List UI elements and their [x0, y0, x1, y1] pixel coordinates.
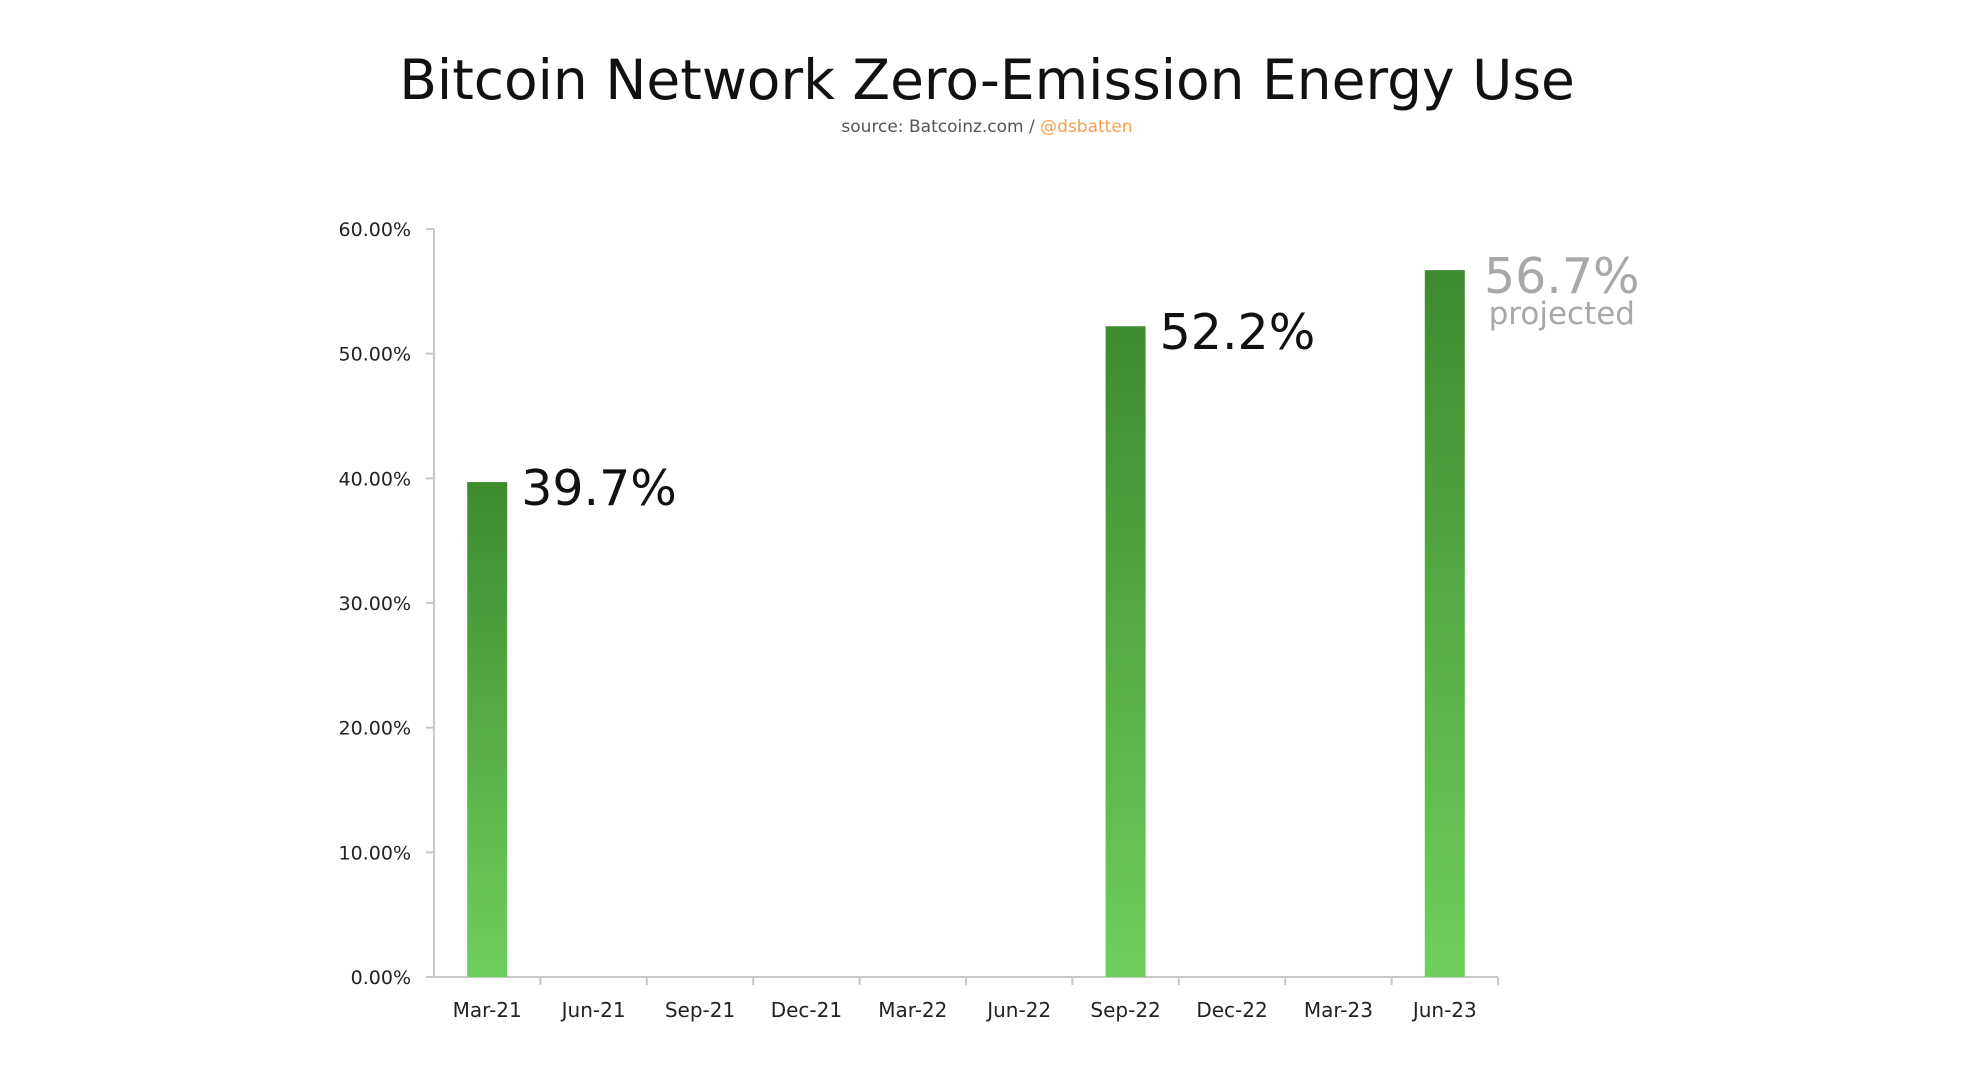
data-labels: 39.7% 52.2% 56.7%projected	[521, 248, 1639, 517]
x-tick-label: Mar-23	[1304, 998, 1373, 1022]
y-tick-label: 0.00%	[351, 967, 411, 989]
chart-source: source: Batcoinz.com / @dsbatten	[0, 117, 1974, 137]
x-tick-label: Dec-22	[1196, 998, 1267, 1022]
y-tick-label: 30.00%	[339, 593, 411, 615]
bar-Jun-23	[1424, 270, 1465, 977]
axes: 0.00% 10.00% 20.00% 30.00% 40.00% 50.00% 60.00…	[339, 219, 1499, 1022]
source-text: source: Batcoinz.com /	[841, 117, 1041, 137]
data-label: 52.2%	[1160, 304, 1316, 361]
x-tick-label: Jun-22	[985, 998, 1051, 1022]
y-tick-label: 20.00%	[339, 718, 411, 740]
data-label: 56.7%	[1484, 248, 1640, 305]
source-handle: @dsbatten	[1040, 117, 1133, 137]
data-label-note: projected	[1489, 296, 1635, 332]
bar-Sep-22	[1105, 326, 1146, 977]
y-tick-label: 40.00%	[339, 468, 411, 490]
y-tick-label: 60.00%	[339, 219, 411, 241]
x-tick-label: Mar-22	[878, 998, 947, 1022]
bars	[467, 270, 1465, 977]
x-tick-label: Sep-21	[665, 998, 735, 1022]
y-tick-label: 50.00%	[339, 344, 411, 366]
x-tick-label: Dec-21	[771, 998, 842, 1022]
x-tick-label: Sep-22	[1090, 998, 1160, 1022]
x-tick-label: Mar-21	[453, 998, 522, 1022]
x-tick-label: Jun-21	[560, 998, 626, 1022]
bar-Mar-21	[467, 482, 508, 977]
x-tick-label: Jun-23	[1411, 998, 1477, 1022]
data-label: 39.7%	[521, 460, 677, 517]
y-tick-label: 10.00%	[339, 842, 411, 864]
chart-title: Bitcoin Network Zero-Emission Energy Use	[399, 48, 1575, 112]
